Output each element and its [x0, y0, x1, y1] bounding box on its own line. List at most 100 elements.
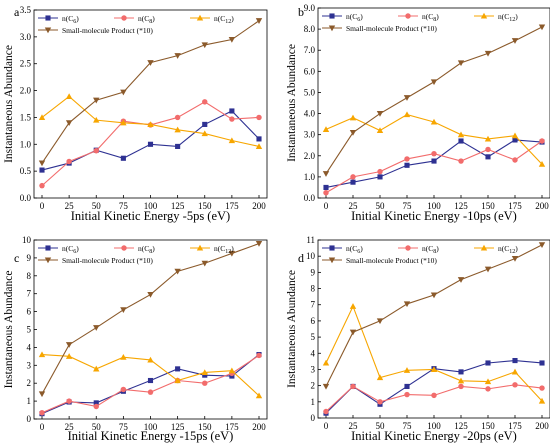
- y-tick-label: 2: [27, 378, 32, 388]
- series-1: [323, 382, 545, 415]
- legend-swatch-marker: [45, 15, 51, 21]
- data-point: [93, 148, 99, 154]
- legend-item: n(C6): [38, 244, 79, 255]
- data-point: [349, 114, 357, 121]
- series-line: [325, 384, 543, 412]
- data-point: [38, 391, 46, 398]
- y-tick-label: 8: [311, 284, 316, 294]
- data-point: [38, 114, 46, 120]
- x-tick-label: 175: [225, 201, 239, 211]
- plot-frame: [317, 239, 550, 419]
- x-tick-label: 0: [40, 201, 45, 211]
- legend-swatch-marker: [196, 244, 204, 251]
- legend-label-subscript: 12: [225, 19, 231, 25]
- data-point: [228, 250, 236, 257]
- data-point: [485, 146, 491, 153]
- legend-swatch-marker: [480, 12, 488, 19]
- data-point: [430, 118, 438, 125]
- x-tick-label: 125: [171, 201, 185, 211]
- legend-item: n(C12): [190, 244, 234, 255]
- y-tick-label: 2.0: [20, 86, 32, 96]
- data-point: [538, 242, 546, 249]
- data-point: [38, 351, 46, 358]
- data-point: [403, 301, 411, 308]
- y-tick-label: 5: [27, 325, 32, 335]
- legend-item: n(C12): [190, 14, 234, 25]
- legend-swatch-marker: [196, 14, 204, 21]
- data-point: [202, 380, 208, 386]
- series-line: [41, 110, 260, 171]
- x-tick-label: 150: [481, 421, 495, 431]
- legend: n(C6) n(C8) n(C12)Small-molecule Product (…: [322, 12, 518, 33]
- y-tick-label: 2.0: [304, 151, 316, 161]
- data-point: [538, 161, 546, 167]
- data-point: [457, 60, 465, 67]
- legend-label-main: n(C: [214, 244, 225, 253]
- legend-item: n(C8): [398, 244, 439, 255]
- legend-swatch-marker: [44, 257, 52, 264]
- x-tick-label: 175: [225, 422, 239, 432]
- legend-label-main: n(C: [498, 12, 509, 21]
- legend-label: Small-molecule Product (*10): [62, 256, 153, 265]
- series-2: [38, 93, 263, 149]
- data-point: [228, 137, 236, 144]
- x-tick-label: 175: [508, 201, 522, 211]
- data-point: [484, 266, 492, 273]
- data-point: [511, 38, 519, 44]
- data-point: [539, 385, 545, 391]
- legend-label: n(C12): [498, 244, 518, 255]
- data-point: [174, 377, 181, 384]
- data-point: [147, 377, 154, 384]
- legend-label-subscript: 8: [433, 17, 436, 23]
- series-3: [322, 242, 546, 390]
- data-point: [512, 137, 518, 143]
- series-line: [325, 139, 543, 188]
- x-tick-label: 125: [171, 422, 185, 432]
- x-tick-label: 50: [92, 201, 102, 211]
- data-point: [430, 366, 438, 373]
- legend-label-main: n(C: [346, 244, 357, 253]
- data-point: [255, 18, 263, 24]
- data-point: [511, 368, 519, 375]
- y-tick-label: 1: [27, 396, 32, 406]
- x-tick-label: 50: [376, 421, 386, 431]
- legend-label: n(C12): [498, 12, 518, 23]
- y-tick-label: 1.0: [20, 139, 32, 149]
- data-point: [458, 383, 464, 390]
- y-tick-label: 4: [311, 348, 316, 358]
- data-point: [404, 162, 410, 168]
- data-point: [403, 367, 411, 373]
- y-tick-label: 1: [311, 397, 316, 407]
- x-tick-label: 200: [535, 421, 549, 431]
- data-point: [323, 184, 329, 191]
- data-point: [377, 168, 383, 175]
- legend-label-main: n(C: [62, 14, 73, 23]
- y-tick-label: 1.5: [20, 112, 32, 122]
- y-tick-label: 2: [311, 381, 316, 391]
- x-tick-label: 25: [65, 201, 75, 211]
- data-point: [255, 143, 263, 149]
- legend-label-subscript: 6: [73, 19, 76, 25]
- data-point: [538, 24, 546, 31]
- data-point: [485, 386, 491, 392]
- data-point: [376, 318, 384, 325]
- legend-item: n(C12): [474, 12, 518, 23]
- legend-label: Small-molecule Product (*10): [62, 26, 153, 35]
- data-point: [539, 360, 545, 366]
- data-point: [256, 114, 262, 121]
- data-point: [93, 403, 99, 410]
- legend-swatch-marker: [405, 13, 411, 19]
- data-point: [201, 42, 208, 49]
- data-point: [512, 357, 518, 364]
- data-point: [175, 143, 181, 149]
- data-point: [228, 367, 236, 374]
- series-line: [325, 304, 543, 402]
- panel-letter: b: [298, 5, 304, 19]
- legend-item: n(C6): [38, 14, 79, 25]
- y-tick-label: 3: [311, 364, 316, 374]
- data-point: [202, 99, 208, 105]
- data-point: [120, 89, 127, 96]
- legend-label-tail: ): [360, 244, 363, 253]
- data-point: [431, 392, 437, 399]
- data-point: [322, 126, 330, 132]
